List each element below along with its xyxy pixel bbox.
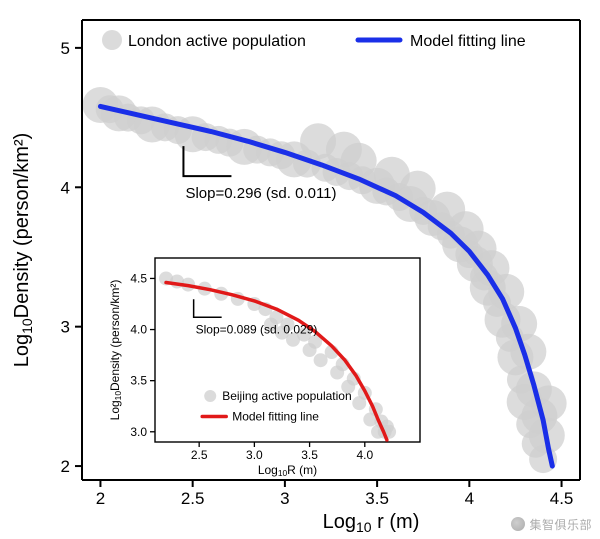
watermark-text: 集智俱乐部 — [529, 518, 592, 532]
inset-chart: 2.5 3.0 3.5 4.0 3.0 3.5 4.0 4.5 Slop=0.089 (sd. … — [130, 258, 420, 462]
y-tick-label: 4 — [61, 178, 70, 197]
inset-y-tick: 4.0 — [130, 323, 147, 337]
inset-y-tick: 3.0 — [130, 425, 147, 439]
watermark: 集智俱乐部 — [511, 516, 592, 533]
x-tick-label: 4.5 — [550, 489, 574, 508]
inset-x-tick: 2.5 — [191, 448, 208, 462]
x-tick-label: 2 — [96, 489, 105, 508]
inset-legend-marker-icon — [204, 390, 216, 402]
chart-container: 22.533.544.52345Log10 r (m)Log10Density … — [0, 0, 600, 539]
watermark-logo-icon — [511, 517, 525, 531]
inset-x-tick: 3.5 — [301, 448, 318, 462]
x-tick-label: 2.5 — [181, 489, 205, 508]
inset-x-axis-label: Log10R (m) — [258, 463, 317, 478]
inset-x-tick: 3.0 — [246, 448, 263, 462]
inset-legend-label: Model fitting line — [232, 409, 319, 423]
y-tick-label: 5 — [61, 39, 70, 58]
slope-annot: Slop=0.296 (sd. 0.011) — [185, 185, 336, 202]
x-tick-label: 3.5 — [365, 489, 389, 508]
y-tick-label: 2 — [61, 457, 70, 476]
inset-slope-annot: Slop=0.089 (sd. 0.029) — [196, 322, 318, 336]
y-tick-label: 3 — [61, 318, 70, 337]
inset-x-tick: 4.0 — [356, 448, 373, 462]
x-axis-label: Log10 r (m) — [323, 511, 420, 535]
legend-label: Model fitting line — [410, 33, 526, 50]
legend-label: London active population — [128, 33, 306, 50]
inset-legend-label: Beijing active population — [222, 389, 351, 403]
inset-y-tick: 4.5 — [130, 271, 147, 285]
inset-y-tick: 3.5 — [130, 374, 147, 388]
x-tick-label: 3 — [280, 489, 289, 508]
x-tick-label: 4 — [465, 489, 474, 508]
chart-svg: 22.533.544.52345Log10 r (m)Log10Density … — [0, 0, 600, 539]
legend-marker-icon — [102, 30, 122, 50]
